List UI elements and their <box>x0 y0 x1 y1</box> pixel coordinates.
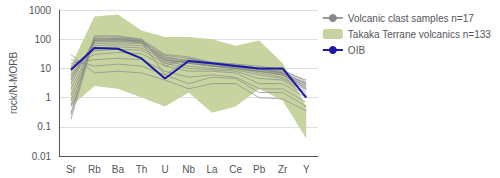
svg-text:Y: Y <box>303 164 310 175</box>
svg-text:La: La <box>207 164 219 175</box>
svg-text:100: 100 <box>34 34 51 45</box>
svg-text:1: 1 <box>46 92 52 103</box>
svg-text:rock/N-MORB: rock/N-MORB <box>8 52 19 115</box>
svg-text:1000: 1000 <box>29 5 52 16</box>
svg-text:0.01: 0.01 <box>32 151 52 162</box>
svg-text:10: 10 <box>40 63 52 74</box>
svg-text:Pb: Pb <box>253 164 266 175</box>
svg-text:OIB: OIB <box>348 45 366 56</box>
svg-text:Zr: Zr <box>278 164 288 175</box>
svg-text:Th: Th <box>136 164 148 175</box>
svg-text:Sr: Sr <box>66 164 77 175</box>
svg-text:Ba: Ba <box>112 164 125 175</box>
svg-text:Nb: Nb <box>182 164 195 175</box>
svg-text:U: U <box>161 164 168 175</box>
svg-text:Rb: Rb <box>88 164 101 175</box>
svg-text:0.1: 0.1 <box>37 121 51 132</box>
svg-text:Ce: Ce <box>229 164 242 175</box>
svg-text:Takaka Terrane volcanics n=133: Takaka Terrane volcanics n=133 <box>348 29 491 40</box>
svg-text:Volcanic clast samples n=17: Volcanic clast samples n=17 <box>348 13 474 24</box>
